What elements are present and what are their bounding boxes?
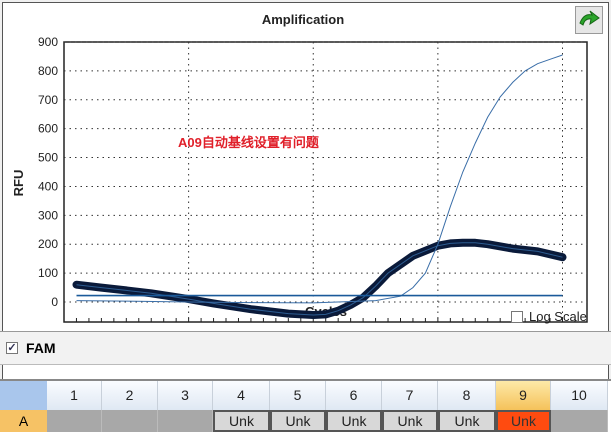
y-tick-label: 800 [38, 64, 58, 78]
plot-area [63, 41, 588, 323]
amplification-curve [76, 54, 563, 304]
column-header-10[interactable]: 10 [551, 381, 608, 410]
log-scale-label: Log Scale [529, 309, 587, 324]
well-a6[interactable]: Unk [326, 410, 382, 432]
well-a8[interactable]: Unk [438, 410, 496, 432]
column-header-2[interactable]: 2 [102, 381, 158, 410]
well-a3[interactable] [158, 410, 213, 432]
column-header-5[interactable]: 5 [270, 381, 326, 410]
zoom-reset-button[interactable] [575, 6, 603, 34]
fluorophore-bar: ✓ FAM [0, 331, 611, 365]
y-tick-label: 0 [51, 295, 58, 309]
y-tick-label: 700 [38, 93, 58, 107]
y-tick-label: 900 [38, 35, 58, 49]
chart-annotation: A09自动基线设置有问题 [178, 135, 320, 150]
log-scale-checkbox[interactable] [511, 310, 523, 323]
column-header-3[interactable]: 3 [158, 381, 213, 410]
well-a10[interactable] [551, 410, 608, 432]
chart-title: Amplification [262, 12, 344, 27]
select-all-corner[interactable] [0, 381, 47, 410]
column-header-8[interactable]: 8 [438, 381, 496, 410]
well-a4[interactable]: Unk [213, 410, 270, 432]
y-tick-label: 300 [38, 208, 58, 222]
row-header-a[interactable]: A [0, 410, 47, 432]
y-tick-label: 100 [38, 266, 58, 280]
column-header-9[interactable]: 9 [496, 381, 551, 410]
fam-checkbox[interactable]: ✓ [6, 342, 18, 354]
y-axis-label: RFU [11, 170, 26, 197]
well-a7[interactable]: Unk [382, 410, 438, 432]
well-a9[interactable]: Unk [496, 410, 551, 432]
well-a1[interactable] [47, 410, 102, 432]
green-arrow-icon [579, 10, 600, 26]
column-header-6[interactable]: 6 [326, 381, 382, 410]
well-a5[interactable]: Unk [270, 410, 326, 432]
plate-grid: A 1 2 3 4 Unk 5 Unk 6 Unk 7 Unk 8 Unk 9 Unk 10 [0, 379, 611, 432]
column-header-1[interactable]: 1 [47, 381, 102, 410]
amplification-chart: Amplification 0 100 200 300 400 500 600 700 800 90… [11, 12, 588, 333]
column-header-4[interactable]: 4 [213, 381, 270, 410]
amplification-panel: Amplification 0 100 200 300 400 500 600 700 800 90… [2, 2, 609, 382]
y-tick-label: 600 [38, 122, 58, 136]
fam-label: FAM [26, 340, 56, 356]
y-tick-label: 200 [38, 237, 58, 251]
y-tick-label: 400 [38, 179, 58, 193]
column-header-7[interactable]: 7 [382, 381, 438, 410]
well-a2[interactable] [102, 410, 158, 432]
log-scale-toggle[interactable]: Log Scale [511, 309, 587, 324]
y-tick-label: 500 [38, 151, 58, 165]
fam-toggle[interactable]: ✓ FAM [6, 340, 56, 356]
